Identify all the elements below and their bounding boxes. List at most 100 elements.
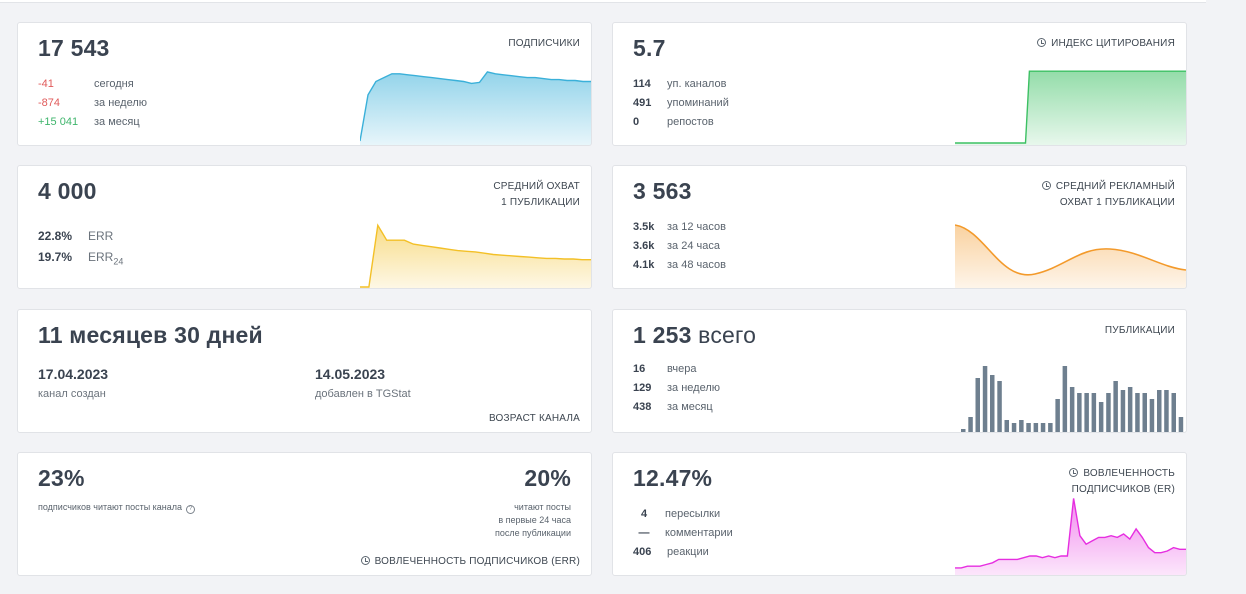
added-text: добавлен в TGStat — [315, 388, 411, 400]
stat-row: 3.5k за 12 часов — [633, 218, 726, 237]
posts-bar — [1019, 420, 1024, 432]
sparkline-area — [955, 498, 1186, 575]
posts-bar — [1149, 399, 1155, 432]
err-value-2: 20% — [524, 465, 571, 491]
clock-icon — [1037, 38, 1047, 47]
subscribers-label: ПОДПИСЧИКИ — [508, 38, 580, 49]
stat-text: за неделю — [667, 382, 721, 394]
stat-value: 129 — [633, 382, 652, 394]
err-card[interactable]: 23% 20% подписчиков читают посты канала?… — [17, 452, 592, 576]
created-date: 17.04.2023 — [38, 366, 109, 382]
stat-row: 114 уп. каналов — [633, 75, 729, 94]
ad-reach-card[interactable]: 3 563 СРЕДНИЙ РЕКЛАМНЫЙ ОХВАТ 1 ПУБЛИКАЦИ… — [612, 165, 1187, 289]
sparkline-line — [360, 223, 591, 288]
posts-bar — [1127, 387, 1133, 432]
clock-icon — [1069, 468, 1079, 477]
citation-sparkline[interactable] — [955, 67, 1186, 145]
sparkline-line — [955, 498, 1186, 569]
er-sparkline[interactable] — [955, 493, 1186, 575]
posts-bar — [1178, 417, 1184, 432]
err-text-2: читают посты в первые 24 часа после публ… — [495, 502, 571, 538]
err-label: ВОВЛЕЧЕННОСТЬ ПОДПИСЧИКОВ (ERR) — [360, 554, 580, 570]
stat-text: вчера — [667, 363, 697, 375]
posts-bar — [990, 375, 995, 432]
posts-bar — [1033, 423, 1039, 432]
stat-row: 0 репостов — [633, 113, 729, 132]
posts-bar — [1004, 420, 1009, 432]
subscribers-count: 17 543 — [38, 35, 110, 61]
stat-value: 491 — [633, 97, 652, 109]
posts-label: ПУБЛИКАЦИИ — [1104, 325, 1175, 336]
ad-reach-value: 3 563 — [633, 178, 692, 204]
posts-bar — [1164, 390, 1169, 432]
top-bar — [0, 0, 1206, 3]
stat-row: — комментарии — [633, 524, 733, 543]
stat-value: 4 — [640, 508, 648, 520]
posts-card[interactable]: 1 253 всего ПУБЛИКАЦИИ 16 вчера 129 за нед… — [612, 309, 1187, 433]
stat-value: 0 — [633, 116, 640, 128]
reach-sparkline[interactable] — [360, 222, 591, 288]
stat-value: -41 — [38, 78, 54, 90]
posts-stats: 16 вчера 129 за неделю 438 за месяц — [633, 360, 720, 417]
citation-card[interactable]: 5.7 ИНДЕКС ЦИТИРОВАНИЯ 114 уп. каналов 49… — [612, 22, 1187, 146]
clock-icon — [1041, 181, 1051, 190]
er-card[interactable]: 12.47% ВОВЛЕЧЕННОСТЬ ПОДПИСЧИКОВ (ER) 4 пе… — [612, 452, 1187, 576]
posts-bar — [1135, 393, 1140, 432]
posts-bar — [997, 381, 1002, 432]
stat-text: упоминаний — [667, 97, 729, 109]
stat-text: репостов — [667, 116, 714, 128]
stat-row: 4.1k за 48 часов — [633, 256, 726, 275]
err24-row: 19.7% ERR24 — [38, 247, 123, 268]
stat-row: -874 за неделю — [38, 94, 147, 113]
sparkline-line — [360, 71, 591, 142]
stat-row: 16 вчера — [633, 360, 720, 379]
ad-reach-label: СРЕДНИЙ РЕКЛАМНЫЙ ОХВАТ 1 ПУБЛИКАЦИИ — [1041, 179, 1175, 211]
subscribers-card[interactable]: 17 543 ПОДПИСЧИКИ -41 сегодня -874 за неде… — [17, 22, 592, 146]
posts-bar — [1077, 393, 1082, 432]
stat-text: комментарии — [665, 527, 733, 539]
err-row: 22.8% ERR — [38, 226, 123, 247]
stat-text: за неделю — [94, 97, 148, 109]
posts-bar — [1055, 399, 1060, 432]
posts-total: 1 253 всего — [633, 322, 757, 348]
er-stats: 4 пересылки — комментарии 406 реакции — [633, 505, 733, 562]
posts-bar — [1091, 393, 1097, 432]
stat-row: 491 упоминаний — [633, 94, 729, 113]
stat-value: -874 — [38, 97, 61, 109]
reach-stats: 22.8% ERR 19.7% ERR24 — [38, 226, 123, 268]
sparkline-line — [955, 70, 1186, 144]
reach-value: 4 000 — [38, 178, 97, 204]
citation-stats: 114 уп. каналов 491 упоминаний 0 репостов — [633, 75, 729, 132]
citation-label: ИНДЕКС ЦИТИРОВАНИЯ — [1037, 36, 1175, 52]
ad-reach-sparkline[interactable] — [955, 222, 1186, 288]
channel-age-label: ВОЗРАСТ КАНАЛА — [488, 413, 580, 424]
stat-value: 438 — [633, 401, 652, 413]
clock-icon — [360, 556, 370, 565]
channel-age-card[interactable]: 11 месяцев 30 дней 17.04.2023 канал созд… — [17, 309, 592, 433]
reach-card[interactable]: 4 000 СРЕДНИЙ ОХВАТ 1 ПУБЛИКАЦИИ 22.8% ERR… — [17, 165, 592, 289]
stat-text: за 48 часов — [667, 259, 726, 271]
stat-value: 4.1k — [633, 259, 655, 271]
err24-value: 19.7% — [38, 250, 73, 264]
posts-bar — [1157, 390, 1162, 432]
stat-text: за 24 часа — [667, 240, 720, 252]
posts-bar — [1113, 381, 1118, 432]
help-icon[interactable]: ? — [186, 505, 196, 514]
created-text: канал создан — [38, 388, 106, 400]
subscribers-sparkline[interactable] — [360, 67, 591, 145]
reach-label: СРЕДНИЙ ОХВАТ 1 ПУБЛИКАЦИИ — [493, 181, 580, 208]
err-text-1: подписчиков читают посты канала? — [38, 501, 196, 514]
stat-text: за месяц — [94, 116, 140, 128]
stat-value: 3.5k — [633, 221, 655, 233]
posts-bar — [1040, 423, 1046, 432]
posts-bar — [975, 378, 980, 432]
posts-bar — [1048, 423, 1053, 432]
posts-bar-chart[interactable] — [955, 362, 1186, 432]
er-label: ВОВЛЕЧЕННОСТЬ ПОДПИСЧИКОВ (ER) — [1069, 466, 1175, 498]
sparkline-area — [955, 225, 1186, 288]
posts-bar — [1084, 393, 1089, 432]
stat-text: пересылки — [665, 508, 721, 520]
err-text: ERR — [88, 229, 114, 243]
stat-value: 114 — [633, 78, 651, 90]
posts-bar — [1106, 393, 1111, 432]
